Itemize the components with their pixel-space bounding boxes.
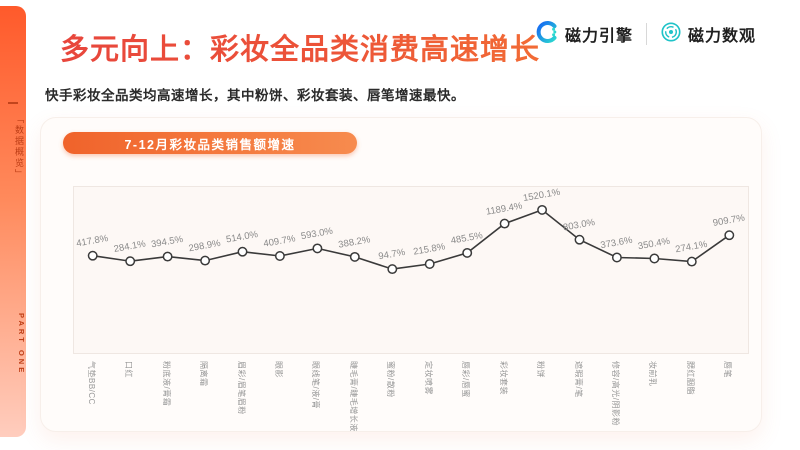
x-axis-label: 修容/高光/阴影粉: [610, 361, 620, 426]
x-axis-label: 妆前乳: [648, 361, 658, 387]
data-point: [611, 252, 622, 263]
data-value-label: 593.0%: [300, 226, 334, 243]
data-point: [87, 250, 98, 261]
side-ribbon: 「数据概览」 PART ONE: [0, 6, 26, 437]
data-point: [387, 264, 398, 275]
data-point: [162, 251, 173, 262]
data-value-label: 909.7%: [712, 212, 746, 229]
data-value-label: 394.5%: [150, 234, 184, 251]
data-point: [125, 256, 136, 267]
line-chart: 417.8% 284.1% 394.5% 298.9%514.0% 409.7% 593.…: [75, 187, 746, 275]
x-axis-label: 彩妆套装: [498, 361, 508, 395]
x-axis-labels: 气垫BB/CC 口红 粉底液/膏霜 隔离霜 眉彩/眉笔眉粉 眼影 眼线笔/液/膏 睫毛膏/睫毛…: [74, 356, 748, 432]
plot-area: 417.8% 284.1% 394.5% 298.9% 514.0% 409.7% 593.…: [73, 186, 749, 354]
x-axis-label: 气垫BB/CC: [86, 361, 96, 405]
data-value-label: 409.7%: [263, 233, 297, 250]
x-axis-label: 隔离霜: [199, 361, 209, 387]
ribbon-part-label: PART ONE: [17, 312, 26, 375]
x-axis-label: 眼影: [273, 361, 283, 378]
data-point: [274, 251, 285, 261]
brand-ciliyinqing: 磁力引擎: [535, 20, 633, 49]
data-point: [499, 218, 510, 229]
data-value-label: 417.8%: [75, 233, 109, 250]
data-point: [462, 247, 473, 258]
page-title: 多元向上：彩妆全品类消费高速增长: [60, 26, 540, 68]
data-point: [574, 234, 585, 245]
x-axis-label: 遮瑕膏/笔: [573, 361, 583, 398]
data-value-label: 350.4%: [637, 236, 671, 253]
page-subtitle: 快手彩妆全品类均高速增长，其中粉饼、彩妆套装、唇笔增速最快。: [45, 88, 465, 103]
brand-name-secondary: 磁力数观: [687, 28, 756, 45]
x-axis-label: 定妆喷雾: [423, 361, 433, 395]
brand-name-primary: 磁力引擎: [564, 28, 633, 45]
x-axis-label: 粉底液/膏霜: [161, 361, 171, 407]
x-axis-label: 粉饼: [536, 361, 546, 378]
x-axis-label: 唇彩/唇蜜: [461, 361, 471, 398]
ribbon-dash: [8, 102, 18, 104]
x-axis-label: 睫毛膏/睫毛增长液: [348, 361, 358, 432]
data-value-label: 388.2%: [338, 234, 372, 251]
x-axis-label: 眼线笔/液/膏: [311, 361, 321, 409]
data-value-label: 803.0%: [562, 217, 596, 234]
x-axis-label: 蜜粉/散粉: [386, 361, 396, 398]
data-value-label: 94.7%: [378, 247, 407, 263]
data-point: [349, 251, 360, 262]
chart-card: 7-12月彩妆品类销售额增速 417.8% 284.1% 394.5% 298.9% 5…: [40, 117, 762, 432]
ribbon-section-label: 「数据概览」: [14, 114, 24, 180]
data-point: [424, 259, 435, 269]
data-point: [237, 246, 248, 257]
x-axis-label: 眉彩/眉笔眉粉: [236, 361, 246, 415]
data-value-label: 1520.1%: [522, 187, 561, 204]
data-point: [649, 253, 660, 264]
data-value-label: 514.0%: [225, 229, 259, 246]
magnet-engine-icon: [535, 20, 559, 49]
data-value-label: 373.6%: [600, 235, 634, 252]
x-axis-label: 唇笔: [723, 361, 733, 378]
x-axis-label: 腮红胭脂: [685, 361, 695, 395]
data-value-label: 298.9%: [188, 238, 222, 255]
data-value-label: 1189.4%: [485, 200, 524, 217]
data-point: [724, 230, 735, 241]
chart-title-badge: 7-12月彩妆品类销售额增速: [63, 132, 357, 154]
data-value-label: 215.8%: [412, 241, 446, 258]
brand-cilishuguan: 磁力数观: [660, 21, 756, 48]
data-point: [686, 256, 697, 267]
data-observe-icon: [660, 21, 682, 48]
page-title-rest: 彩妆全品类消费高速增长: [210, 34, 541, 66]
x-axis-label: 口红: [124, 361, 134, 378]
trend-line: [92, 208, 730, 270]
brand-divider: [645, 23, 647, 45]
page-title-accent: 多元向上：: [60, 34, 211, 66]
brand-bar: 磁力引擎 磁力数观: [535, 20, 756, 48]
data-value-label: 284.1%: [113, 238, 147, 255]
data-point: [200, 255, 211, 266]
data-point: [537, 204, 548, 215]
data-point: [312, 243, 323, 254]
